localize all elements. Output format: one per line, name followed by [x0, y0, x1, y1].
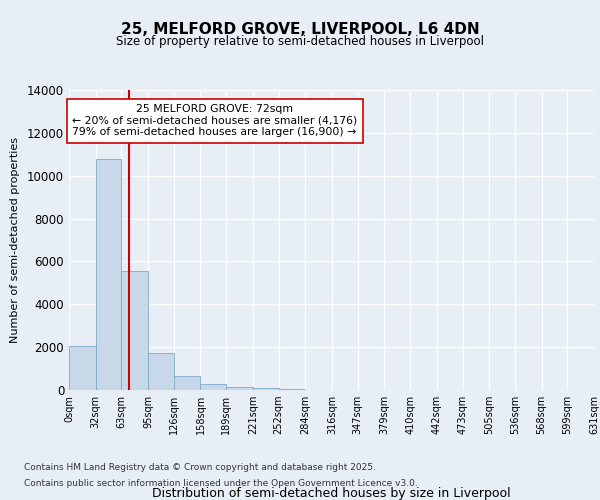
Text: 25 MELFORD GROVE: 72sqm
← 20% of semi-detached houses are smaller (4,176)
79% of: 25 MELFORD GROVE: 72sqm ← 20% of semi-de…	[72, 104, 357, 137]
Bar	[121, 271, 148, 390]
Y-axis label: Number of semi-detached properties: Number of semi-detached properties	[10, 137, 20, 343]
X-axis label: Distribution of semi-detached houses by size in Liverpool: Distribution of semi-detached houses by …	[152, 487, 511, 500]
Bar	[253, 388, 278, 390]
Bar	[174, 376, 200, 390]
Bar	[69, 346, 95, 390]
Text: Contains public sector information licensed under the Open Government Licence v3: Contains public sector information licen…	[24, 478, 418, 488]
Bar	[278, 389, 305, 390]
Bar	[95, 158, 121, 390]
Text: 25, MELFORD GROVE, LIVERPOOL, L6 4DN: 25, MELFORD GROVE, LIVERPOOL, L6 4DN	[121, 22, 479, 38]
Bar	[200, 384, 226, 390]
Text: Contains HM Land Registry data © Crown copyright and database right 2025.: Contains HM Land Registry data © Crown c…	[24, 464, 376, 472]
Text: Size of property relative to semi-detached houses in Liverpool: Size of property relative to semi-detach…	[116, 35, 484, 48]
Bar	[226, 387, 253, 390]
Bar	[148, 352, 174, 390]
